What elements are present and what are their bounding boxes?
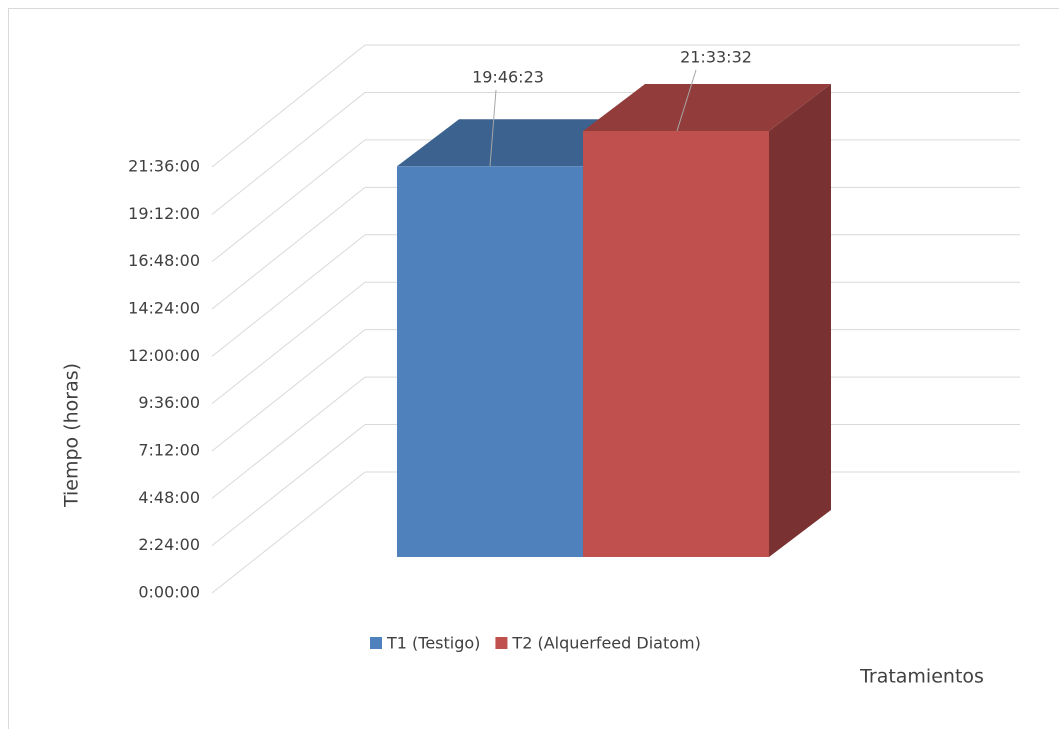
grid-line — [212, 45, 365, 167]
grid-line — [212, 377, 365, 498]
y-tick-label: 4:48:00 — [138, 488, 200, 507]
y-tick-label: 19:12:00 — [128, 204, 200, 223]
y-tick-label: 16:48:00 — [128, 251, 200, 270]
legend-swatch — [370, 637, 382, 649]
bar — [397, 166, 583, 557]
y-tick-label: 12:00:00 — [128, 346, 200, 365]
legend-label: T2 (Alquerfeed Diatom) — [511, 634, 700, 653]
grid-line — [212, 140, 365, 262]
grid-line — [212, 235, 365, 357]
grid-line — [212, 92, 365, 214]
legend-label: T1 (Testigo) — [386, 634, 480, 653]
grid-line — [212, 472, 365, 593]
grid-line — [212, 425, 365, 546]
grid-line — [212, 187, 365, 309]
y-axis-title: Tiempo (horas) — [61, 363, 83, 508]
bar-side — [769, 84, 831, 557]
legend-swatch — [495, 637, 507, 649]
y-tick-label: 14:24:00 — [128, 299, 200, 318]
y-tick-label: 7:12:00 — [138, 441, 200, 460]
y-tick-label: 0:00:00 — [138, 583, 200, 602]
y-tick-label: 21:36:00 — [128, 157, 200, 176]
bar — [583, 131, 769, 557]
data-label: 21:33:32 — [680, 48, 752, 67]
grid-line — [212, 282, 365, 403]
data-label: 19:46:23 — [472, 68, 544, 87]
y-tick-label: 9:36:00 — [138, 393, 200, 412]
grid-line — [212, 330, 365, 451]
x-axis-title: Tratamientos — [859, 666, 984, 688]
y-tick-label: 2:24:00 — [138, 535, 200, 554]
